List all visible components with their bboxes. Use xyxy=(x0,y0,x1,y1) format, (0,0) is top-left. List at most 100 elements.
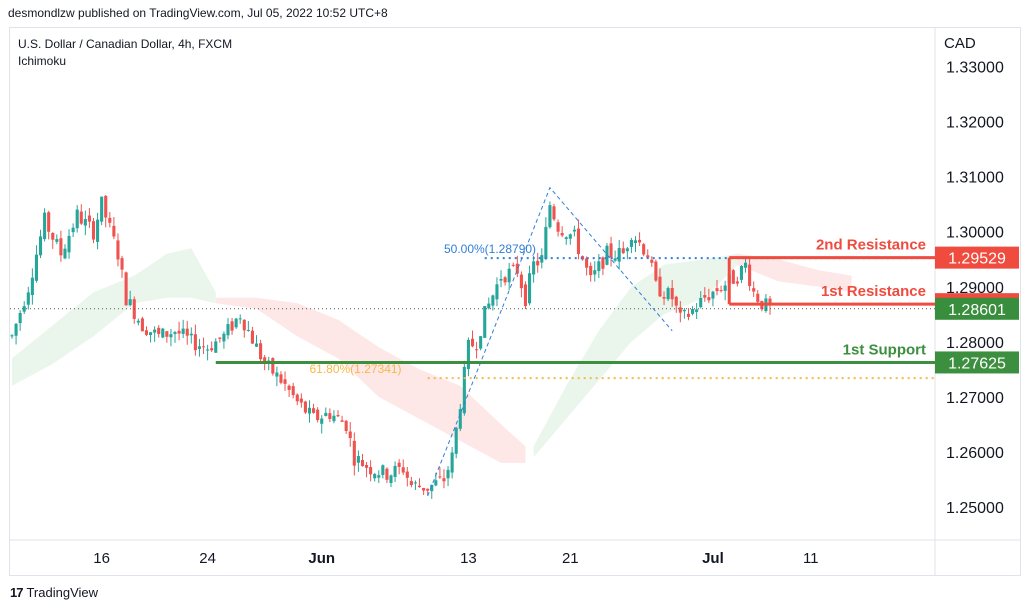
y-tick-label-4: 1.29000 xyxy=(946,280,1004,297)
candle-body-165 xyxy=(682,309,686,312)
candle-body-134 xyxy=(556,222,560,232)
x-tick-label-2: Jun xyxy=(308,550,335,567)
candle-body-130 xyxy=(540,255,544,263)
candle-body-161 xyxy=(666,288,670,300)
y-tick-label-2: 1.31000 xyxy=(946,170,1004,187)
candle-body-116 xyxy=(483,306,487,338)
current-price-tag xyxy=(935,297,1019,320)
candle-body-48 xyxy=(206,349,210,351)
candle-body-68 xyxy=(287,385,291,390)
level-price-label-2: 1.27625 xyxy=(948,355,1006,372)
candle-body-141 xyxy=(585,258,589,268)
fib-level-label-0: 50.00%(1.28790) xyxy=(444,242,536,256)
level-name-2: 1st Support xyxy=(843,341,926,358)
candle-body-28 xyxy=(124,272,128,306)
candle-body-77 xyxy=(324,412,328,416)
candle-body-80 xyxy=(336,415,340,417)
candle-body-143 xyxy=(593,270,597,275)
currency-label: CAD xyxy=(944,35,976,52)
candle-body-67 xyxy=(283,379,287,384)
candle-body-45 xyxy=(193,334,197,351)
y-tick-label-7: 1.26000 xyxy=(946,445,1004,462)
candle-body-33 xyxy=(144,330,149,335)
candles-group xyxy=(10,195,772,499)
candle-body-62 xyxy=(263,357,267,364)
candle-body-76 xyxy=(320,418,324,424)
candle-body-58 xyxy=(246,329,250,331)
candle-body-142 xyxy=(589,265,593,276)
candle-body-4 xyxy=(26,292,30,305)
candle-body-87 xyxy=(364,464,369,468)
fib-level-label-1: 61.80%(1.27341) xyxy=(309,362,401,376)
ichimoku-cloud-1 xyxy=(215,297,526,463)
candle-body-74 xyxy=(312,408,316,413)
ichimoku-cloud-3 xyxy=(737,253,852,293)
candle-body-6 xyxy=(34,254,38,281)
candle-body-153 xyxy=(633,240,638,244)
candle-body-99 xyxy=(413,482,417,484)
candle-body-93 xyxy=(389,475,393,484)
ichimoku-cloud-0 xyxy=(12,248,216,386)
candle-body-36 xyxy=(157,327,161,335)
candle-body-144 xyxy=(597,261,601,272)
candle-body-53 xyxy=(226,324,230,336)
candle-body-170 xyxy=(703,295,707,298)
candle-body-10 xyxy=(51,232,55,240)
candle-body-132 xyxy=(548,205,552,228)
candle-body-154 xyxy=(638,239,642,243)
candle-body-108 xyxy=(450,452,454,473)
candle-body-29 xyxy=(128,299,132,306)
candle-body-100 xyxy=(417,485,422,488)
candle-body-86 xyxy=(360,459,365,467)
x-tick-label-0: 16 xyxy=(93,550,110,567)
candle-body-169 xyxy=(699,297,703,308)
candle-body-164 xyxy=(678,307,682,313)
candle-body-42 xyxy=(181,328,185,334)
candle-body-0 xyxy=(10,335,14,337)
candle-body-137 xyxy=(568,234,572,239)
candle-body-155 xyxy=(642,244,646,255)
candle-body-24 xyxy=(108,217,112,223)
candle-body-65 xyxy=(275,372,279,377)
candle-body-51 xyxy=(218,337,222,339)
symbol-title[interactable]: U.S. Dollar / Canadian Dollar, 4h, FXCM xyxy=(18,37,233,51)
candle-body-162 xyxy=(670,287,674,300)
candle-body-110 xyxy=(458,409,462,429)
candle-body-5 xyxy=(30,277,34,296)
candle-body-151 xyxy=(625,248,629,252)
candle-body-126 xyxy=(523,284,528,306)
candle-body-70 xyxy=(295,394,299,402)
indicator-ichimoku[interactable]: Ichimoku xyxy=(18,54,67,68)
current-price-label: 1.28601 xyxy=(948,302,1006,319)
candle-body-69 xyxy=(291,386,295,396)
candle-body-79 xyxy=(332,415,336,422)
footer-brand[interactable]: 17 TradingView xyxy=(10,585,98,600)
candle-body-103 xyxy=(430,484,434,492)
candle-body-17 xyxy=(79,211,83,224)
candle-body-43 xyxy=(185,328,189,336)
y-tick-label-8: 1.25000 xyxy=(946,500,1004,517)
candle-body-133 xyxy=(552,206,556,220)
candle-body-9 xyxy=(47,212,51,232)
candle-body-139 xyxy=(576,228,581,255)
candle-body-177 xyxy=(731,270,735,284)
candle-body-107 xyxy=(446,469,450,479)
candle-body-89 xyxy=(373,474,377,479)
candle-body-38 xyxy=(165,331,169,337)
candle-body-72 xyxy=(303,401,307,413)
candle-body-3 xyxy=(22,306,26,312)
candle-body-125 xyxy=(519,274,523,289)
candle-body-178 xyxy=(735,281,739,284)
candle-body-109 xyxy=(454,427,458,454)
y-tick-label-5: 1.28000 xyxy=(946,335,1004,352)
candle-body-112 xyxy=(466,339,470,370)
candle-body-171 xyxy=(707,297,711,301)
candle-body-18 xyxy=(83,219,87,226)
candle-body-150 xyxy=(621,248,625,254)
candle-body-2 xyxy=(18,312,22,324)
candle-body-147 xyxy=(609,243,613,258)
candle-body-27 xyxy=(120,258,124,270)
x-tick-label-4: 21 xyxy=(562,550,579,567)
tradingview-brand-text: TradingView xyxy=(26,585,99,600)
